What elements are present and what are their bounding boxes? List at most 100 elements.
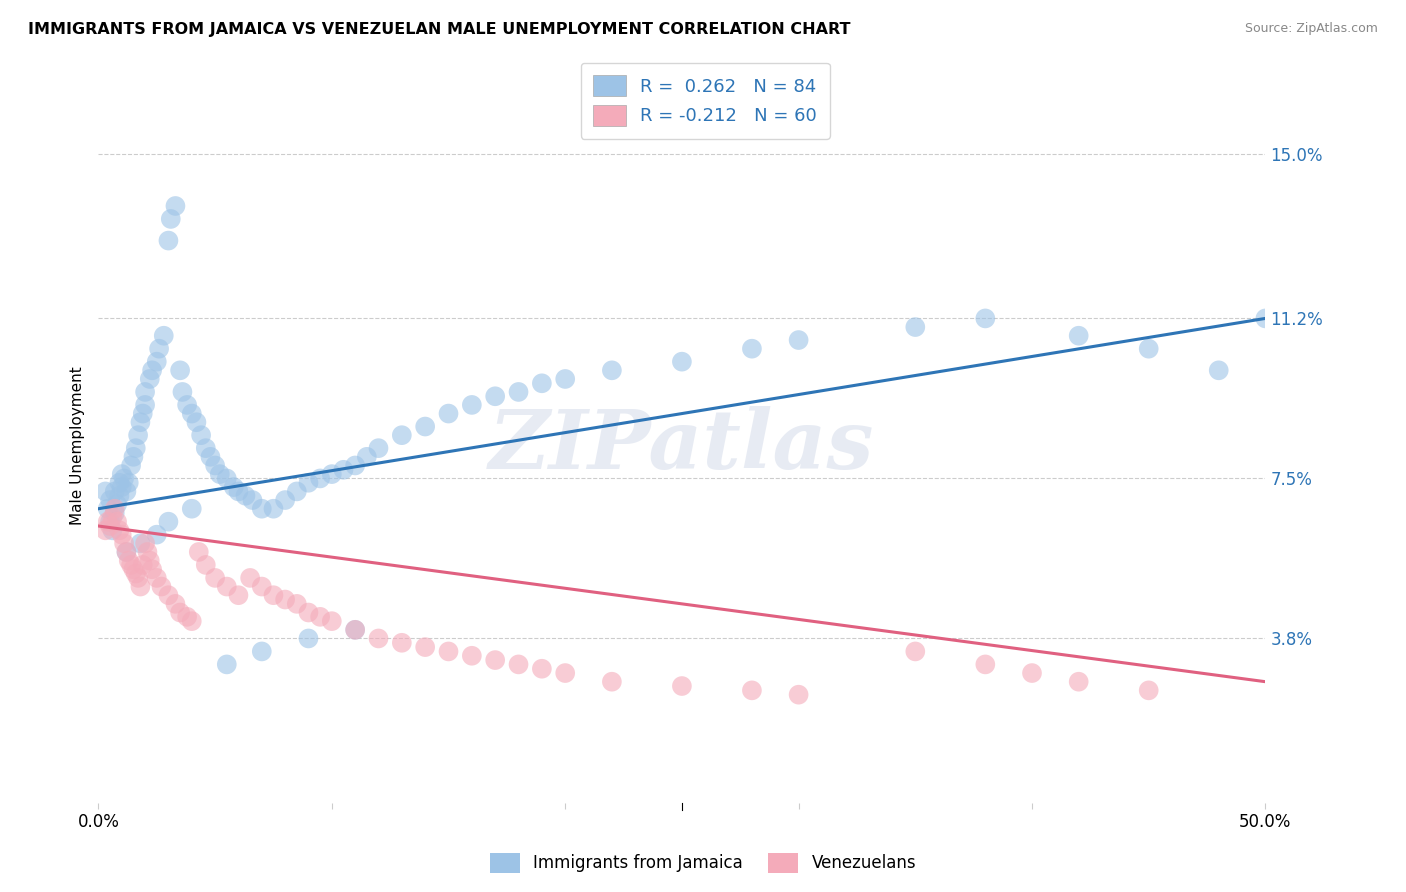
- Point: [1137, 342, 1160, 356]
- Point: [97, 515, 120, 529]
- Point: [250, 501, 273, 516]
- Y-axis label: Male Unemployment: Male Unemployment: [69, 367, 84, 525]
- Point: [101, 524, 124, 538]
- Point: [180, 501, 202, 516]
- Point: [332, 463, 354, 477]
- Point: [169, 606, 191, 620]
- Point: [122, 450, 145, 464]
- Point: [122, 562, 145, 576]
- Point: [146, 571, 169, 585]
- Point: [186, 415, 208, 429]
- Point: [134, 536, 156, 550]
- Point: [530, 662, 553, 676]
- Point: [190, 428, 212, 442]
- Point: [134, 384, 156, 399]
- Point: [344, 458, 367, 473]
- Point: [904, 644, 927, 658]
- Text: IMMIGRANTS FROM JAMAICA VS VENEZUELAN MALE UNEMPLOYMENT CORRELATION CHART: IMMIGRANTS FROM JAMAICA VS VENEZUELAN MA…: [28, 22, 851, 37]
- Point: [1137, 683, 1160, 698]
- Point: [111, 480, 134, 494]
- Point: [413, 640, 436, 654]
- Point: [104, 484, 127, 499]
- Point: [741, 683, 763, 698]
- Point: [111, 467, 134, 482]
- Point: [152, 328, 174, 343]
- Point: [104, 506, 127, 520]
- Point: [108, 475, 131, 490]
- Point: [108, 489, 131, 503]
- Point: [101, 510, 124, 524]
- Point: [139, 553, 162, 567]
- Point: [554, 372, 576, 386]
- Point: [136, 545, 159, 559]
- Point: [98, 493, 121, 508]
- Point: [1208, 363, 1230, 377]
- Point: [242, 493, 264, 508]
- Point: [187, 545, 209, 559]
- Point: [118, 475, 141, 490]
- Point: [356, 450, 378, 464]
- Point: [228, 484, 250, 499]
- Point: [129, 415, 152, 429]
- Point: [239, 571, 262, 585]
- Text: ZIPatlas: ZIPatlas: [489, 406, 875, 486]
- Legend: R =  0.262   N = 84, R = -0.212   N = 60: R = 0.262 N = 84, R = -0.212 N = 60: [581, 62, 830, 138]
- Point: [146, 354, 169, 368]
- Point: [250, 580, 273, 594]
- Point: [125, 441, 148, 455]
- Point: [1021, 666, 1043, 681]
- Point: [148, 342, 170, 356]
- Point: [215, 471, 238, 485]
- Point: [129, 536, 152, 550]
- Point: [741, 342, 763, 356]
- Point: [367, 632, 389, 646]
- Text: Source: ZipAtlas.com: Source: ZipAtlas.com: [1244, 22, 1378, 36]
- Point: [200, 450, 222, 464]
- Point: [157, 234, 180, 248]
- Point: [344, 623, 367, 637]
- Point: [787, 688, 810, 702]
- Point: [508, 657, 530, 672]
- Point: [461, 648, 484, 663]
- Point: [104, 501, 127, 516]
- Point: [274, 493, 297, 508]
- Point: [127, 571, 149, 585]
- Point: [127, 428, 149, 442]
- Point: [157, 515, 180, 529]
- Point: [250, 644, 273, 658]
- Point: [391, 636, 413, 650]
- Point: [391, 428, 413, 442]
- Point: [115, 484, 138, 499]
- Point: [165, 597, 187, 611]
- Point: [285, 597, 308, 611]
- Point: [554, 666, 576, 681]
- Point: [157, 588, 180, 602]
- Point: [165, 199, 187, 213]
- Point: [600, 363, 623, 377]
- Point: [176, 398, 198, 412]
- Point: [1067, 674, 1090, 689]
- Point: [974, 657, 997, 672]
- Point: [180, 407, 202, 421]
- Point: [437, 407, 460, 421]
- Point: [484, 389, 506, 403]
- Point: [139, 372, 162, 386]
- Point: [344, 623, 367, 637]
- Point: [321, 467, 343, 482]
- Point: [297, 606, 319, 620]
- Point: [204, 571, 226, 585]
- Point: [787, 333, 810, 347]
- Point: [367, 441, 389, 455]
- Point: [112, 536, 135, 550]
- Point: [108, 524, 131, 538]
- Point: [215, 580, 238, 594]
- Point: [1254, 311, 1277, 326]
- Point: [169, 363, 191, 377]
- Point: [208, 467, 231, 482]
- Point: [904, 320, 927, 334]
- Point: [309, 610, 332, 624]
- Point: [274, 592, 297, 607]
- Point: [262, 501, 284, 516]
- Point: [484, 653, 506, 667]
- Point: [94, 484, 117, 499]
